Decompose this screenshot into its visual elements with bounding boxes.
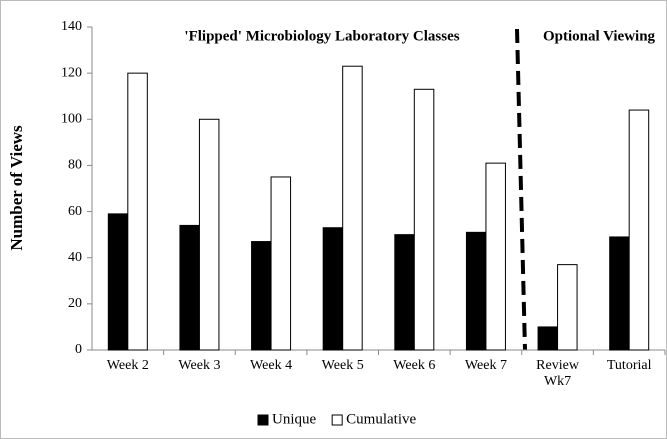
y-axis-label: Number of Views [7, 125, 26, 251]
bar [537, 326, 559, 351]
y-tick-label: 100 [61, 112, 82, 127]
legend-swatch [331, 414, 343, 426]
legend-swatch [257, 414, 269, 426]
y-tick-label: 60 [68, 204, 82, 219]
x-tick-label: Week 7 [464, 358, 507, 373]
x-tick-label: Review Wk7 [536, 358, 579, 389]
bar [251, 241, 272, 351]
bar [198, 118, 220, 351]
legend-label: Unique [272, 411, 317, 427]
legend-label: Cumulative [346, 411, 416, 427]
x-tick-label: Tutorial [606, 358, 652, 373]
bar [322, 227, 344, 351]
annotation: Optional Viewing [543, 28, 656, 44]
annotation: 'Flipped' Microbiology Laboratory Classe… [184, 28, 459, 44]
y-tick-label: 40 [68, 250, 82, 265]
bar [179, 224, 200, 351]
bar [413, 88, 435, 351]
x-tick-label: Week 3 [178, 358, 221, 373]
y-tick-label: 0 [75, 342, 82, 357]
bar [127, 72, 148, 351]
bar [485, 162, 506, 351]
bar [107, 213, 129, 351]
y-tick-label: 20 [68, 296, 82, 311]
x-tick-label: Week 6 [393, 358, 436, 373]
bar [557, 264, 578, 351]
bar [342, 65, 363, 351]
bar [465, 231, 487, 351]
x-tick-label: Week 2 [106, 358, 149, 373]
x-tick-label: Week 5 [321, 358, 364, 373]
y-tick-label: 120 [61, 65, 82, 80]
bar [628, 109, 650, 351]
bar [270, 176, 292, 351]
y-tick-label: 140 [61, 19, 82, 34]
bar [394, 234, 415, 351]
separator [515, 28, 527, 351]
bar [609, 236, 630, 351]
y-tick-label: 80 [68, 158, 82, 173]
x-tick-label: Week 4 [250, 358, 293, 373]
